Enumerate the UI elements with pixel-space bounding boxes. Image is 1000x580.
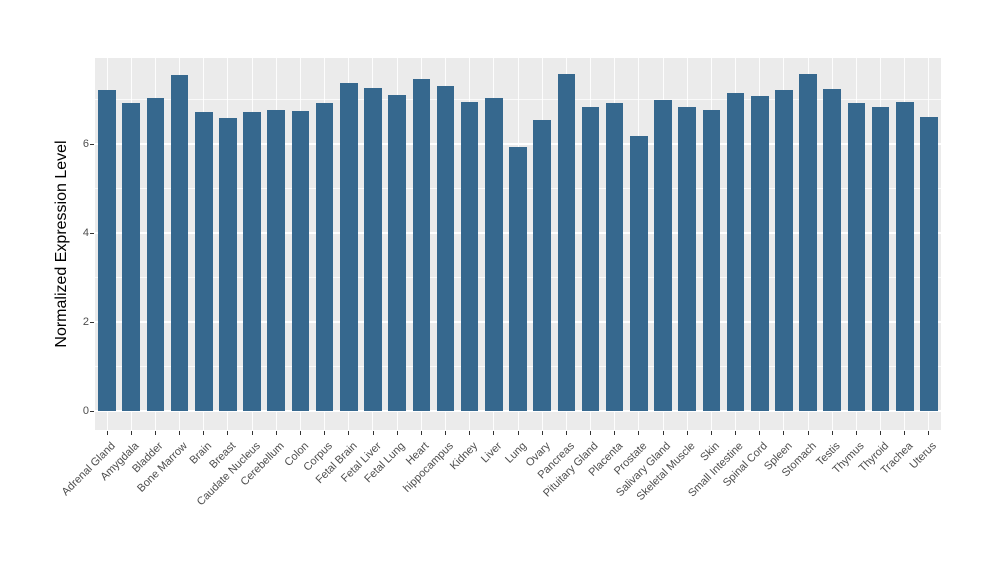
bar-kidney [460, 101, 479, 411]
x-tick-mark [179, 431, 181, 435]
x-tick-mark [759, 431, 761, 435]
y-tick-label: 6 [82, 138, 89, 151]
bar-small-intestine [726, 93, 745, 411]
x-tick-mark [541, 431, 543, 435]
x-tick-mark [324, 431, 326, 435]
x-tick-mark [735, 431, 736, 435]
bar-fetal-liver [364, 87, 382, 411]
x-tick-mark [855, 431, 857, 435]
bar-pancreas [557, 74, 576, 411]
y-tick-mark [90, 232, 94, 234]
y-tick-label: 0 [82, 405, 89, 417]
x-tick-mark [638, 431, 640, 435]
x-tick-mark [590, 431, 591, 435]
x-tick-mark [300, 431, 301, 435]
bar-spleen [775, 90, 793, 411]
plot-panel [95, 58, 941, 430]
bar-bone-marrow [170, 74, 189, 411]
x-tick-mark [275, 431, 277, 435]
x-tick-mark [469, 431, 471, 435]
bar-prostate [630, 136, 648, 411]
x-tick-mark [493, 431, 495, 435]
bar-placenta [605, 102, 624, 411]
bar-stomach [799, 73, 817, 411]
bar-testis [823, 88, 842, 411]
x-tick-mark [928, 431, 930, 435]
bar-skeletal-muscle [678, 106, 696, 411]
bar-pituitary-gland [581, 107, 600, 411]
bar-hippocampus [436, 85, 455, 411]
bar-bladder [146, 98, 165, 411]
y-tick-mark [90, 410, 94, 412]
bar-cerebellum [267, 109, 286, 411]
bar-spinal-cord [750, 95, 769, 411]
bar-fetal-brain [340, 83, 358, 411]
bar-brain [194, 112, 213, 411]
bar-corpus [315, 103, 334, 411]
bar-breast [219, 117, 237, 411]
bar-adrenal-gland [98, 90, 116, 411]
y-tick-mark [90, 143, 94, 145]
bar-salivary-gland [654, 99, 672, 411]
bar-thymus [847, 102, 866, 411]
bar-liver [485, 97, 503, 411]
bar-fetal-lung [388, 94, 406, 411]
bar-uterus [920, 117, 938, 411]
bar-lung [509, 146, 527, 411]
bar-thyroid [871, 106, 890, 411]
x-tick-mark [783, 431, 785, 435]
bar-skin [702, 110, 721, 411]
x-tick-mark [831, 431, 833, 435]
bar-amygdala [122, 102, 141, 411]
x-tick-mark [154, 431, 156, 435]
x-tick-mark [807, 431, 809, 435]
x-tick-mark [251, 431, 253, 435]
x-tick-mark [203, 431, 205, 435]
x-tick-mark [686, 431, 688, 435]
x-tick-mark [880, 431, 882, 435]
x-tick-mark [565, 431, 567, 435]
bar-ovary [533, 119, 551, 411]
bar-trachea [895, 101, 914, 411]
x-tick-mark [420, 431, 422, 435]
bar-heart [412, 78, 431, 411]
y-tick-label: 4 [82, 227, 89, 240]
x-tick-mark [614, 431, 616, 435]
y-tick-label: 2 [82, 316, 89, 329]
bar-caudate-nucleus [243, 112, 261, 411]
x-tick-mark [130, 431, 132, 435]
x-tick-mark [227, 431, 229, 435]
x-tick-mark [904, 431, 906, 435]
x-tick-mark [396, 431, 398, 435]
x-tick-mark [517, 431, 519, 435]
x-tick-mark [710, 431, 712, 435]
x-tick-label-text: Liver [478, 440, 505, 466]
x-tick-mark [662, 431, 664, 435]
y-tick-mark [90, 321, 94, 323]
x-tick-mark [348, 431, 350, 435]
x-tick-mark [445, 431, 446, 435]
x-tick-mark [106, 431, 108, 435]
bar-colon [291, 110, 310, 411]
x-tick-mark [372, 431, 374, 435]
